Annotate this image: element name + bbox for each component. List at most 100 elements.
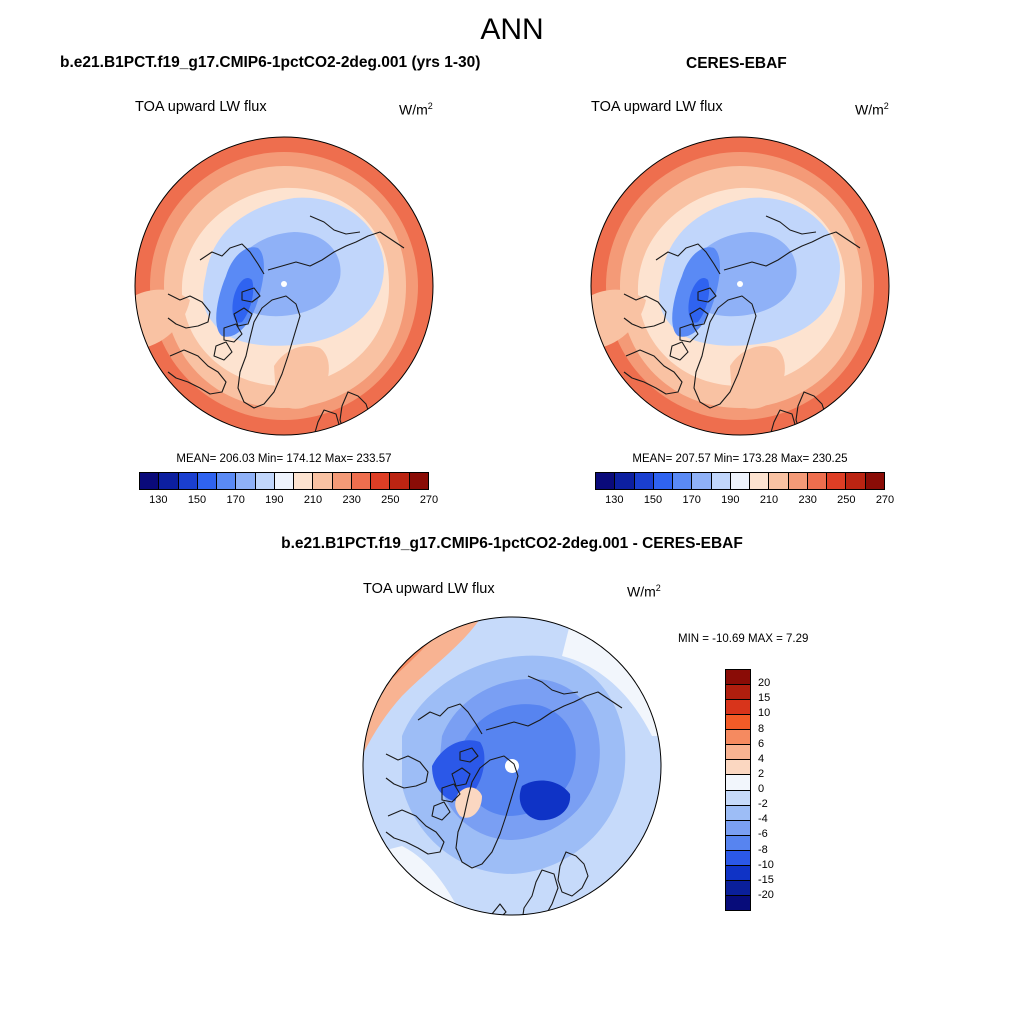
- colorbar-tick-label: 150: [187, 494, 207, 506]
- map-svg: [362, 616, 662, 916]
- colorbar-tick-label: -8: [758, 843, 768, 856]
- colorbar-tick-label: 210: [303, 494, 323, 506]
- colorbar-tick-label: 15: [758, 692, 771, 705]
- colorbar-swatch: [726, 760, 750, 776]
- colorbar-tick-label: 190: [721, 494, 740, 506]
- colorbar-swatch: [332, 473, 352, 489]
- colorbar-swatch: [236, 473, 256, 489]
- colorbar-swatch: [634, 473, 654, 489]
- colorbar-tick-label: 250: [381, 494, 400, 506]
- colorbar-swatch: [726, 685, 750, 701]
- colorbar-swatch: [159, 473, 179, 489]
- colorbar-swatch: [140, 473, 160, 489]
- colorbar-swatch: [726, 880, 750, 896]
- colorbar-swatch: [788, 473, 808, 489]
- colorbar-tick-label: 130: [149, 494, 168, 506]
- colorbar-swatch: [673, 473, 693, 489]
- colorbar-swatch: [726, 805, 750, 821]
- colorbar-swatch: [294, 473, 314, 489]
- obs-colorbar: [595, 472, 885, 490]
- colorbar-swatch: [692, 473, 712, 489]
- colorbar-tick-label: 4: [758, 752, 765, 765]
- colorbar-tick-label: -4: [758, 813, 768, 826]
- colorbar-swatch: [409, 473, 428, 489]
- model-colorbar: [139, 472, 429, 490]
- colorbar-swatch: [615, 473, 635, 489]
- colorbar-tick-label: -10: [758, 858, 774, 871]
- colorbar-swatch: [653, 473, 674, 489]
- obs-colorbar-ticks: 130 150 170 190 210 230 250 270: [595, 494, 894, 508]
- colorbar-swatch: [726, 850, 750, 866]
- model-stats: MEAN= 206.03 Min= 174.12 Max= 233.57: [176, 453, 392, 465]
- colorbar-swatch: [726, 790, 750, 806]
- diff-colorbar-ticks: 20 15 10 8 6 4 2 0 -2 -4 -6 -8 -10 -15 -20: [758, 669, 798, 911]
- colorbar-tick-label: 190: [265, 494, 284, 506]
- colorbar-swatch: [750, 473, 770, 489]
- colorbar-swatch: [726, 865, 750, 881]
- colorbar-tick-label: -2: [758, 798, 768, 811]
- model-units: W/m2: [399, 101, 433, 118]
- colorbar-tick-label: 270: [419, 494, 439, 506]
- colorbar-swatch: [726, 820, 750, 836]
- obs-polar-map: [590, 136, 890, 436]
- colorbar-swatch: [846, 473, 866, 489]
- colorbar-swatch: [726, 775, 750, 791]
- diff-variable-label: TOA upward LW flux: [363, 581, 495, 597]
- colorbar-tick-label: 170: [682, 494, 701, 506]
- diff-polar-map: [362, 616, 662, 916]
- colorbar-tick-label: 0: [758, 783, 765, 795]
- colorbar-swatch: [313, 473, 333, 489]
- colorbar-swatch: [371, 473, 391, 489]
- colorbar-tick-label: 150: [643, 494, 663, 506]
- diff-case-title: b.e21.B1PCT.f19_g17.CMIP6-1pctCO2-2deg.0…: [281, 535, 743, 552]
- colorbar-swatch: [726, 700, 750, 716]
- colorbar-swatch: [807, 473, 828, 489]
- colorbar-tick-label: 20: [758, 677, 771, 690]
- obs-variable-label: TOA upward LW flux: [591, 99, 723, 115]
- colorbar-swatch: [711, 473, 731, 489]
- colorbar-swatch: [827, 473, 847, 489]
- colorbar-swatch: [217, 473, 237, 489]
- colorbar-swatch: [865, 473, 884, 489]
- obs-stats: MEAN= 207.57 Min= 173.28 Max= 230.25: [632, 453, 848, 465]
- diff-units: W/m2: [627, 583, 661, 600]
- colorbar-swatch: [726, 835, 750, 851]
- map-svg: [134, 136, 434, 436]
- colorbar-swatch: [726, 670, 750, 686]
- colorbar-tick-label: 130: [605, 494, 624, 506]
- colorbar-swatch: [197, 473, 218, 489]
- colorbar-tick-label: 230: [798, 494, 817, 506]
- plot-title: ANN: [480, 13, 544, 46]
- diff-stats: MIN = -10.69 MAX = 7.29: [678, 633, 809, 645]
- colorbar-swatch: [274, 473, 295, 489]
- obs-units: W/m2: [855, 101, 889, 118]
- colorbar-swatch: [726, 895, 750, 910]
- colorbar-tick-label: 250: [837, 494, 856, 506]
- colorbar-swatch: [255, 473, 275, 489]
- colorbar-swatch: [351, 473, 372, 489]
- model-case-title: b.e21.B1PCT.f19_g17.CMIP6-1pctCO2-2deg.0…: [60, 54, 481, 71]
- colorbar-swatch: [769, 473, 789, 489]
- colorbar-tick-label: 10: [758, 707, 771, 720]
- colorbar-swatch: [726, 745, 750, 761]
- colorbar-tick-label: 230: [342, 494, 361, 506]
- diff-colorbar: [725, 669, 751, 911]
- obs-case-title: CERES-EBAF: [686, 55, 787, 72]
- colorbar-swatch: [726, 730, 750, 746]
- colorbar-tick-label: 6: [758, 737, 765, 750]
- map-svg: [590, 136, 890, 436]
- model-colorbar-ticks: 130 150 170 190 210 230 250 270: [139, 494, 438, 508]
- colorbar-swatch: [726, 715, 750, 731]
- model-variable-label: TOA upward LW flux: [135, 99, 267, 115]
- colorbar-tick-label: 170: [226, 494, 245, 506]
- colorbar-tick-label: 270: [875, 494, 895, 506]
- colorbar-tick-label: -6: [758, 828, 768, 841]
- colorbar-swatch: [390, 473, 410, 489]
- colorbar-swatch: [730, 473, 751, 489]
- colorbar-tick-label: 2: [758, 767, 765, 780]
- colorbar-swatch: [596, 473, 616, 489]
- model-polar-map: [134, 136, 434, 436]
- colorbar-tick-label: -15: [758, 873, 774, 886]
- colorbar-tick-label: 8: [758, 722, 765, 735]
- colorbar-swatch: [178, 473, 198, 489]
